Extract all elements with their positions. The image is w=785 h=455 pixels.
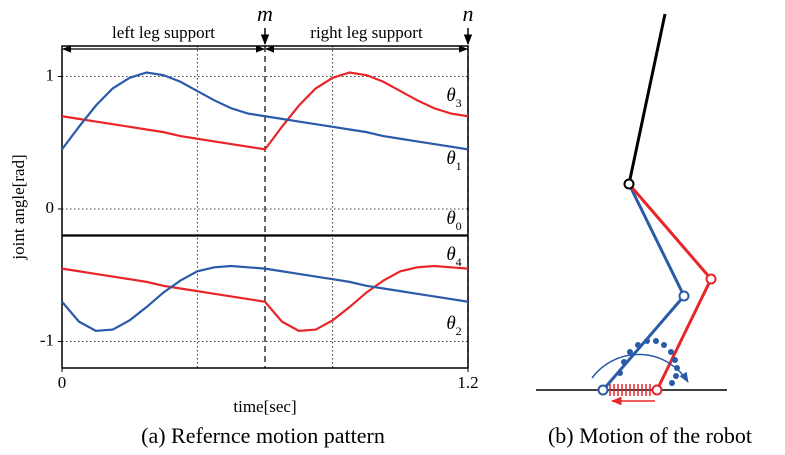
- marker-label: m: [257, 1, 273, 26]
- phase-label: right leg support: [310, 23, 423, 42]
- x-tick-label: 1.2: [457, 373, 478, 392]
- series-label-index: 2: [456, 324, 462, 338]
- series-label-symbol: θ: [446, 85, 455, 106]
- series-label-symbol: θ: [446, 208, 455, 229]
- caption: (a) Refernce motion pattern: [141, 423, 385, 448]
- series-label: θ4: [446, 244, 461, 268]
- series-label-index: 1: [456, 159, 462, 173]
- series-label-symbol: θ: [446, 244, 455, 265]
- series-label: θ1: [446, 148, 461, 172]
- caption: (b) Motion of the robot: [548, 423, 752, 448]
- series-label: θ0: [446, 208, 461, 232]
- series-label: θ3: [446, 85, 461, 109]
- series-label: θ2: [446, 313, 461, 337]
- y-tick-label: 0: [46, 198, 55, 217]
- series-label-symbol: θ: [446, 313, 455, 334]
- phase-label: left leg support: [112, 23, 215, 42]
- series-label-index: 0: [456, 219, 462, 233]
- robot-diagram: [536, 14, 727, 401]
- x-tick-label: 0: [58, 373, 67, 392]
- y-tick-label: 1: [46, 65, 55, 84]
- series-label-symbol: θ: [446, 148, 455, 169]
- y-axis-label: joint angle[rad]: [9, 154, 28, 260]
- x-axis-label: time[sec]: [233, 397, 296, 416]
- series-label-index: 3: [456, 96, 462, 110]
- series-label-index: 4: [456, 255, 462, 269]
- figure: (a) Refernce motion pattern (b) Motion o…: [0, 0, 785, 455]
- marker-label: n: [463, 1, 474, 26]
- y-tick-label: -1: [40, 330, 54, 349]
